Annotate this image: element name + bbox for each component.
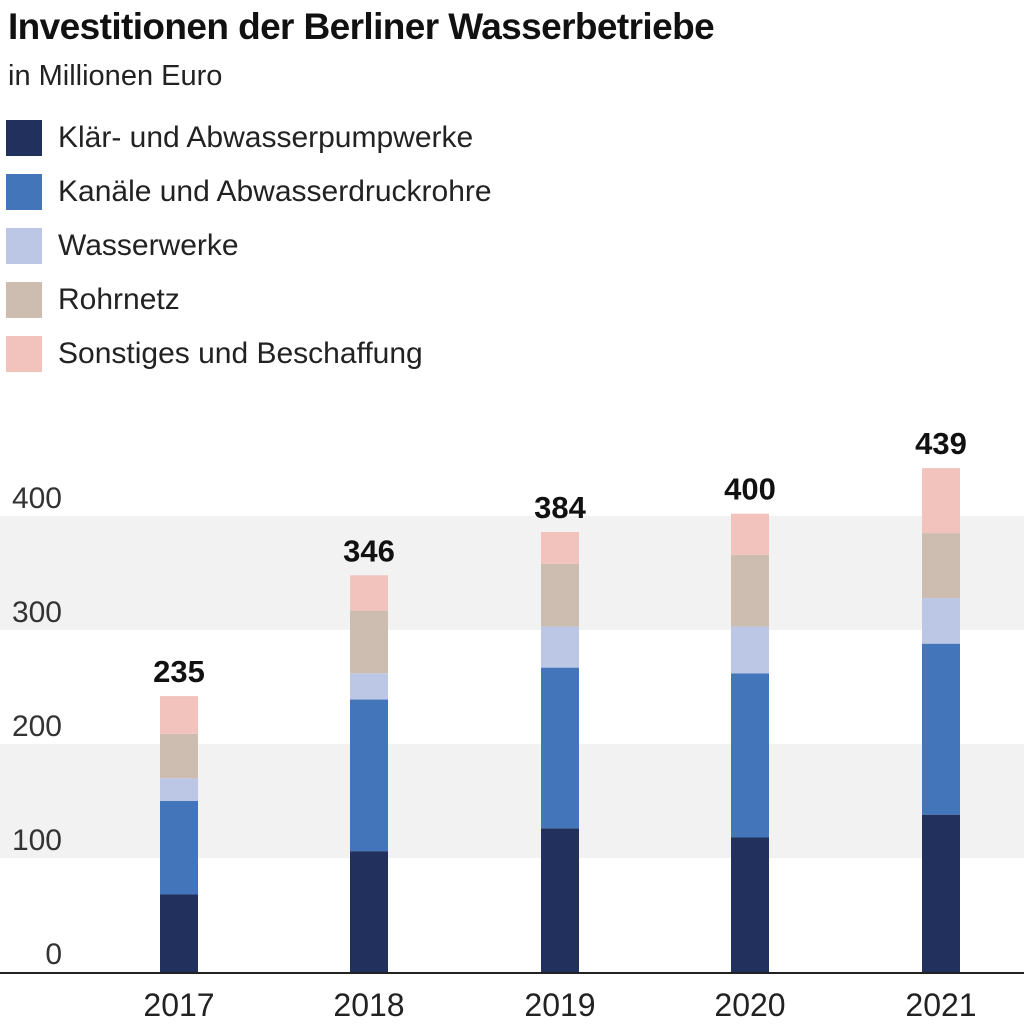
- x-tick-label: 2018: [333, 987, 404, 1023]
- bar-segment: [160, 733, 198, 779]
- legend-swatch: [6, 228, 42, 264]
- bar-segment: [350, 851, 388, 972]
- bar-segment: [350, 610, 388, 674]
- total-label: 346: [343, 533, 395, 568]
- bar-segment: [922, 643, 960, 815]
- x-tick-label: 2020: [714, 987, 785, 1023]
- y-tick-label: 300: [12, 596, 62, 629]
- bar-segment: [922, 533, 960, 599]
- bar-segment: [731, 673, 769, 838]
- legend-label: Klär- und Abwasserpumpwerke: [58, 121, 474, 154]
- total-label: 384: [534, 490, 586, 525]
- legend-swatch: [6, 174, 42, 210]
- legend-swatch: [6, 120, 42, 156]
- bar-segment: [922, 814, 960, 972]
- bar-segment: [160, 801, 198, 895]
- total-label: 400: [724, 472, 776, 507]
- grid-band: [0, 744, 1024, 858]
- total-labels: 235 346 384 400 439: [153, 426, 967, 689]
- bar-segment: [731, 837, 769, 972]
- legend-label: Wasserwerke: [58, 229, 239, 262]
- bar-segment: [922, 468, 960, 534]
- legend-label: Sonstiges und Beschaffung: [58, 337, 423, 370]
- y-axis: 0 100 200 300 400: [12, 482, 62, 971]
- x-axis: 2017 2018 2019 2020 2021: [0, 972, 1024, 1023]
- y-tick-label: 400: [12, 482, 62, 515]
- legend-swatch: [6, 336, 42, 372]
- legend-label: Rohrnetz: [58, 283, 180, 316]
- bar-segment: [731, 554, 769, 627]
- x-tick-label: 2021: [905, 987, 976, 1023]
- bar-segment: [731, 626, 769, 674]
- bar-segment: [350, 575, 388, 611]
- bar-segment: [160, 894, 198, 972]
- legend-label: Kanäle und Abwasserdruckrohre: [58, 175, 492, 208]
- bar-segment: [541, 563, 579, 627]
- legend-swatch: [6, 282, 42, 318]
- total-label: 235: [153, 654, 205, 689]
- bars: [160, 468, 960, 972]
- grid-band: [0, 516, 1024, 630]
- bar-segment: [541, 626, 579, 668]
- x-tick-label: 2017: [143, 987, 214, 1023]
- total-label: 439: [915, 426, 967, 461]
- bar-segment: [731, 513, 769, 555]
- y-tick-label: 100: [12, 824, 62, 857]
- bar-segment: [541, 667, 579, 829]
- bar-segment: [350, 673, 388, 700]
- chart-title: Investitionen der Berliner Wasserbetrieb…: [8, 6, 715, 47]
- y-tick-label: 0: [45, 938, 62, 971]
- chart-subtitle: in Millionen Euro: [8, 60, 223, 92]
- bar-segment: [350, 699, 388, 852]
- y-tick-label: 200: [12, 710, 62, 743]
- bar-segment: [541, 828, 579, 972]
- bar-segment: [160, 696, 198, 734]
- bar-segment: [160, 778, 198, 801]
- bar-segment: [541, 531, 579, 564]
- bar-segment: [922, 598, 960, 644]
- x-tick-label: 2019: [524, 987, 595, 1023]
